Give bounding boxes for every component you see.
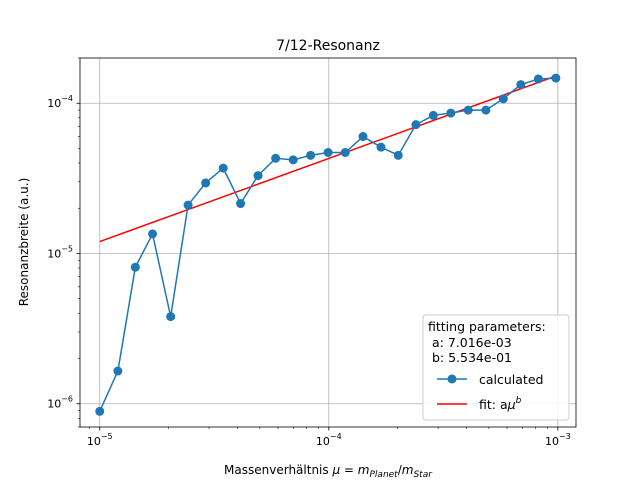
y-axis-label: Resonanzbreite (a.u.) [17, 178, 31, 307]
data-point-1 [113, 366, 123, 376]
legend-calculated-label: calculated [479, 372, 543, 387]
data-point-24 [516, 80, 526, 90]
legend-fit-label: fit: aμb [479, 396, 522, 412]
data-point-6 [201, 178, 211, 188]
data-point-5 [183, 200, 193, 210]
data-point-19 [428, 110, 438, 120]
data-point-12 [306, 150, 316, 160]
fit-series [99, 74, 559, 243]
x-tick-label-1: 10−4 [316, 432, 342, 448]
x-axis-label: Massenverhältnis μ = mPlanet/mStar [224, 463, 433, 480]
data-point-8 [236, 199, 246, 209]
data-point-15 [358, 132, 368, 142]
data-point-4 [166, 312, 176, 322]
data-point-25 [533, 74, 543, 84]
calculated-series [95, 73, 561, 416]
y-tick-label-1: 10−5 [47, 244, 73, 260]
axis-ticks: 10−5 10−4 10−3 10−6 10−5 10−4 [47, 57, 571, 448]
data-point-3 [148, 229, 158, 239]
x-tick-label-0: 10−5 [87, 432, 113, 448]
data-point-20 [446, 108, 456, 118]
y-tick-label-0: 10−6 [47, 395, 73, 411]
data-point-2 [130, 262, 140, 272]
data-point-10 [271, 153, 281, 163]
data-point-21 [463, 105, 473, 115]
data-point-7 [218, 163, 228, 173]
y-tick-label-2: 10−4 [47, 94, 73, 110]
fit-line [99, 74, 559, 243]
legend-param-b: b: 5.534e-01 [428, 350, 512, 365]
legend: fitting parameters: a: 7.016e-03 b: 5.53… [422, 314, 570, 421]
data-point-23 [498, 94, 508, 104]
data-point-0 [95, 406, 105, 416]
data-point-11 [288, 155, 298, 165]
data-point-16 [376, 142, 386, 152]
data-point-26 [551, 73, 561, 83]
data-point-22 [481, 105, 491, 115]
data-point-17 [393, 150, 403, 160]
legend-calculated-marker [447, 374, 457, 384]
legend-title: fitting parameters: [428, 319, 546, 334]
legend-param-a: a: 7.016e-03 [428, 335, 512, 350]
chart-title: 7/12-Resonanz [276, 38, 380, 54]
data-point-13 [323, 147, 333, 157]
data-point-14 [340, 147, 350, 157]
plot-frame [79, 57, 577, 428]
data-point-18 [411, 120, 421, 130]
legend-box [422, 314, 570, 421]
data-point-9 [253, 171, 263, 181]
x-tick-label-2: 10−3 [545, 432, 571, 448]
